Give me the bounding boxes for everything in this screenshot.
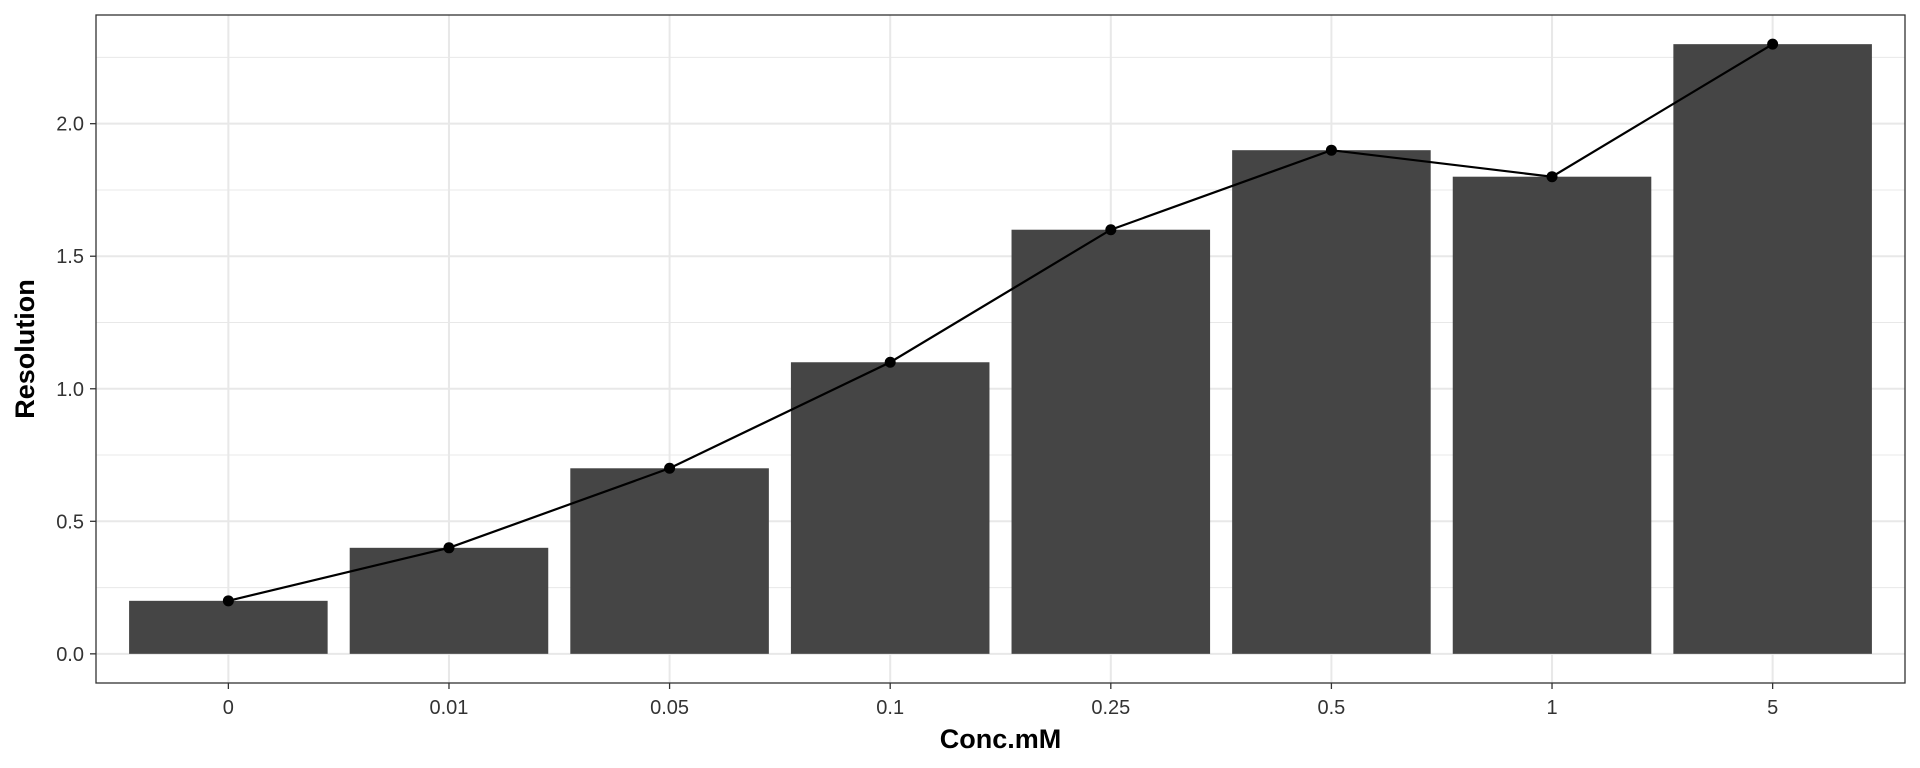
point-1: [1546, 171, 1558, 183]
x-tick-label: 5: [1767, 697, 1778, 719]
bars: [129, 44, 1872, 654]
x-tick-label: 0.05: [650, 697, 689, 719]
bar-0.1: [790, 362, 990, 654]
x-tick-label: 0.1: [876, 697, 904, 719]
y-tick-label: 1.5: [56, 246, 84, 268]
point-0.1: [884, 356, 896, 368]
point-5: [1767, 38, 1779, 50]
bar-0.01: [349, 547, 549, 654]
bar-0: [129, 600, 328, 654]
y-tick-label: 1.0: [56, 379, 84, 401]
point-0.05: [664, 462, 676, 474]
x-axis-title: Conc.mM: [940, 724, 1062, 754]
y-tick-label: 0.5: [56, 511, 84, 533]
x-tick-label: 0.01: [430, 697, 469, 719]
bar-5: [1673, 44, 1872, 654]
y-tick-label: 2.0: [56, 114, 84, 136]
points: [222, 38, 1779, 607]
panel-border: [95, 14, 1906, 684]
y-tick-label: 0.0: [56, 644, 84, 666]
series-line: [228, 43, 1774, 602]
bar-0.25: [1011, 229, 1211, 654]
y-axis-title: Resolution: [10, 279, 40, 419]
bar-1: [1452, 176, 1652, 654]
x-tick-label: 1: [1546, 697, 1557, 719]
point-0.25: [1105, 224, 1117, 236]
x-tick-label: 0.25: [1091, 697, 1130, 719]
x-tick-label: 0: [223, 697, 234, 719]
point-0.5: [1325, 144, 1337, 156]
bar-0.5: [1232, 150, 1431, 654]
series-line-group: [228, 43, 1774, 602]
y-axis: 0.0 0.5 1.0 1.5 2.0: [56, 114, 96, 666]
point-0: [222, 595, 234, 607]
x-tick-label: 0.5: [1318, 697, 1346, 719]
bar-0.05: [570, 468, 769, 654]
point-0.01: [443, 542, 455, 554]
x-axis: 0 0.01 0.05 0.1 0.25 0.5 1 5: [223, 683, 1778, 719]
